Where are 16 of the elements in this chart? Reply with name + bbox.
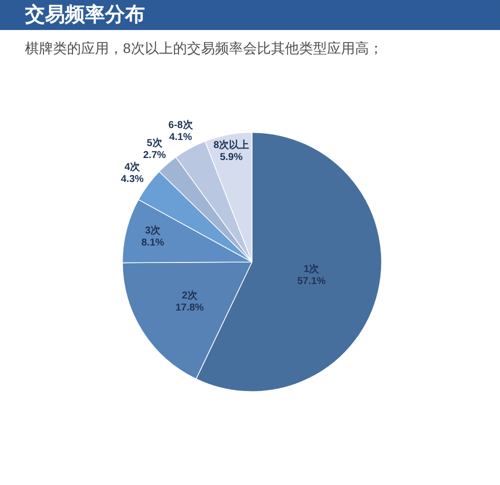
slice-label: 8次以上	[213, 138, 249, 151]
slice-label: 5次	[146, 137, 164, 150]
data-label: 17.8%	[175, 302, 204, 314]
data-label: 2.7%	[143, 150, 166, 162]
data-label: 57.1%	[297, 276, 326, 288]
data-label: 8.1%	[141, 238, 164, 249]
chart-subtitle: 棋牌类的应用，8次以上的交易频率会比其他类型应用高；	[25, 39, 383, 57]
data-label: 4.3%	[120, 174, 144, 186]
slice-label: 3次	[144, 224, 162, 237]
slice-label: 4次	[124, 161, 142, 174]
data-label: 4.1%	[169, 132, 192, 143]
slice-label: 2次	[182, 289, 198, 302]
slice-label: 6-8次	[168, 118, 194, 131]
slice-label: 1次	[304, 263, 320, 276]
chart-title: 交易频率分布	[25, 3, 145, 27]
data-label: 5.9%	[220, 152, 243, 163]
